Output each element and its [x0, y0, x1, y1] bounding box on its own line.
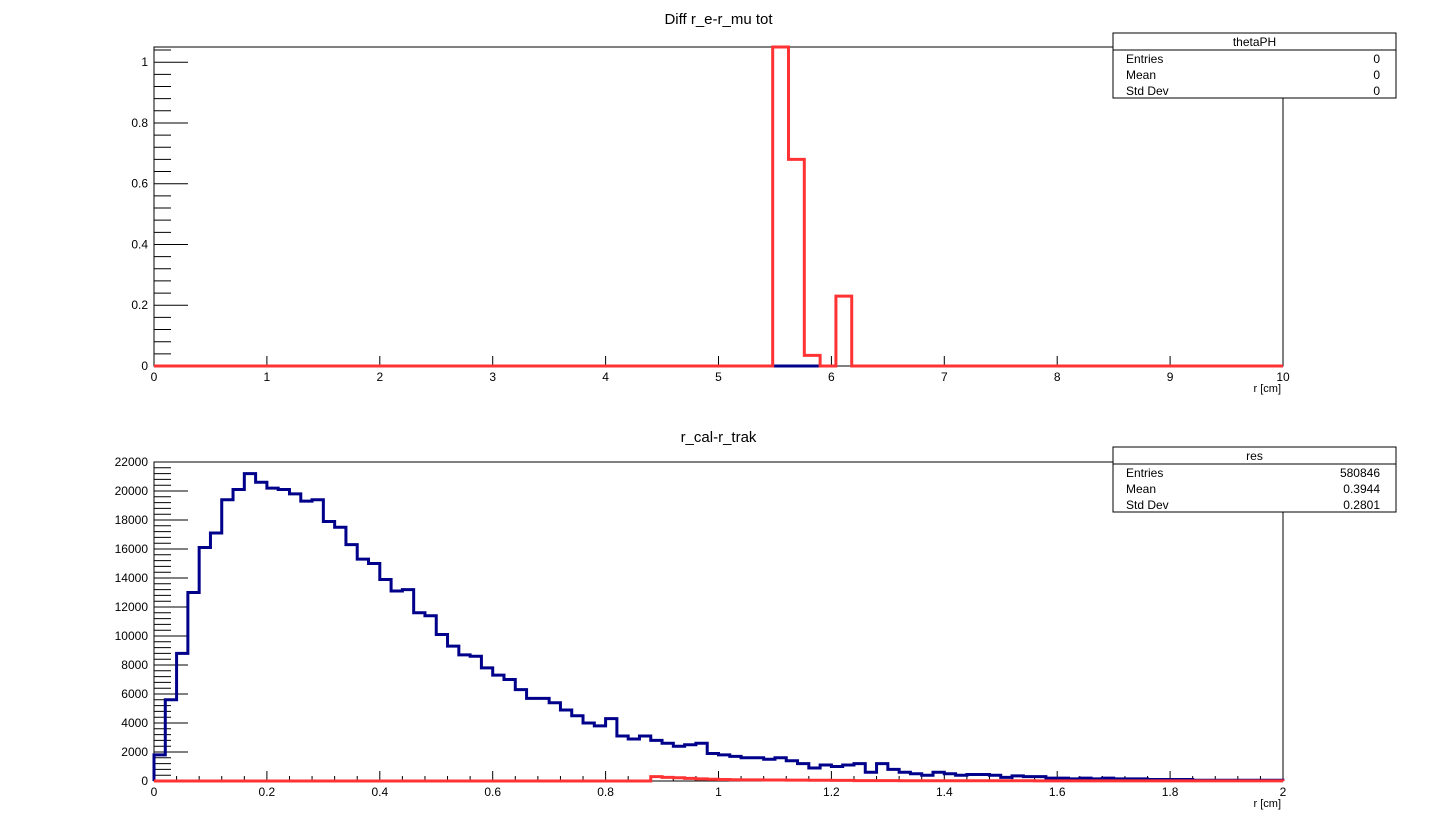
y-tick-label: 10000 [115, 629, 149, 643]
y-tick-label: 0.4 [131, 237, 148, 251]
y-tick-label: 2000 [121, 745, 148, 759]
x-tick-label: 0.6 [484, 785, 501, 799]
stats-row-label: Entries [1126, 52, 1163, 66]
x-axis-label: r [cm] [1254, 383, 1282, 395]
histogram-series-1 [152, 472, 1285, 782]
y-tick-label: 12000 [115, 600, 149, 614]
y-tick-label: 18000 [115, 513, 149, 527]
y-tick-label: 14000 [115, 571, 149, 585]
histogram-series-2 [154, 775, 1285, 783]
stats-row-value: 0 [1373, 68, 1380, 82]
x-axis-label: r [cm] [1254, 798, 1282, 810]
x-tick-label: 1.6 [1049, 785, 1066, 799]
chart-title: r_cal-r_trak [681, 429, 757, 446]
y-tick-label: 4000 [121, 716, 148, 730]
y-tick-label: 20000 [115, 484, 149, 498]
x-tick-label: 1 [264, 370, 271, 384]
x-tick-label: 4 [602, 370, 609, 384]
y-tick-label: 0 [141, 359, 148, 373]
stats-row-label: Entries [1126, 466, 1163, 480]
y-tick-label: 6000 [121, 687, 148, 701]
stats-box-title: res [1246, 449, 1263, 463]
stats-row-label: Std Dev [1126, 84, 1169, 98]
chart-panel-2: r_cal-r_trak 0 2000 4000 6000 8000 10000 12000 1… [115, 429, 1397, 810]
stats-box-frame [1112, 32, 1397, 99]
x-tick-label: 10 [1276, 370, 1290, 384]
x-tick-label: 7 [941, 370, 948, 384]
stats-row-value: 580846 [1340, 466, 1380, 480]
x-tick-label: 2 [376, 370, 383, 384]
x-tick-label: 1.8 [1162, 785, 1179, 799]
x-tick-label: 0 [151, 785, 158, 799]
stats-box: res Entries 580846 Mean 0.3944 Std Dev 0.2801 [1112, 446, 1397, 513]
y-tick-label: 8000 [121, 658, 148, 672]
y-tick-label: 0 [141, 774, 148, 788]
x-tick-label: 0.8 [597, 785, 614, 799]
y-tick-label: 0.6 [131, 177, 148, 191]
x-tick-label: 5 [715, 370, 722, 384]
x-tick-label: 9 [1167, 370, 1174, 384]
stats-row-label: Mean [1126, 68, 1156, 82]
y-tick-label: 0.8 [131, 116, 148, 130]
histogram-series-2 [154, 45, 1283, 368]
stats-box: thetaPH Entries 0 Mean 0 Std Dev 0 [1112, 32, 1397, 99]
x-tick-label: 0.2 [259, 785, 276, 799]
x-tick-label: 0.4 [371, 785, 388, 799]
x-tick-label: 1.4 [936, 785, 953, 799]
stats-row-value: 0 [1373, 52, 1380, 66]
stats-row-label: Mean [1126, 482, 1156, 496]
y-tick-label: 22000 [115, 455, 149, 469]
x-tick-label: 2 [1280, 785, 1287, 799]
x-tick-label: 0 [151, 370, 158, 384]
x-tick-label: 1.2 [823, 785, 840, 799]
stats-row-value: 0 [1373, 84, 1380, 98]
stats-box-frame [1112, 446, 1397, 513]
chart-title: Diff r_e-r_mu tot [664, 11, 773, 28]
x-tick-label: 6 [828, 370, 835, 384]
stats-box-title: thetaPH [1233, 35, 1276, 49]
y-tick-label: 0.2 [131, 298, 148, 312]
x-tick-label: 8 [1054, 370, 1061, 384]
y-tick-label: 1 [141, 55, 148, 69]
x-tick-label: 1 [715, 785, 722, 799]
stats-row-label: Std Dev [1126, 498, 1169, 512]
y-tick-label: 16000 [115, 542, 149, 556]
x-tick-label: 3 [489, 370, 496, 384]
stats-row-value: 0.3944 [1343, 482, 1380, 496]
stats-row-value: 0.2801 [1343, 498, 1380, 512]
